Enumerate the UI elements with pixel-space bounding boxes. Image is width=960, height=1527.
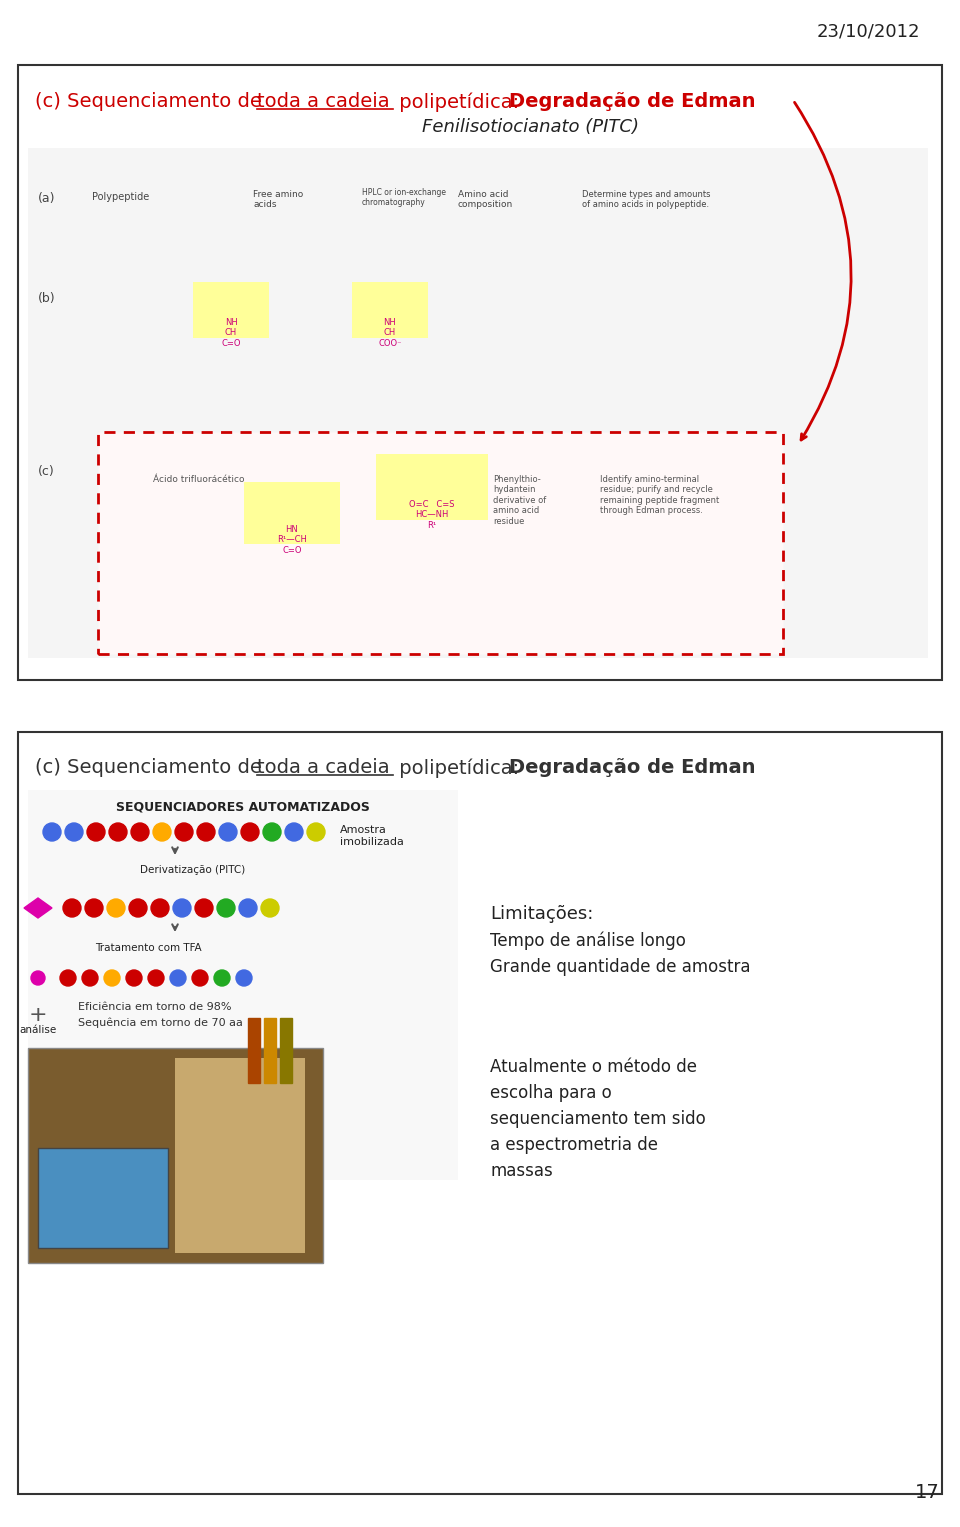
FancyBboxPatch shape [98,432,783,654]
Text: Fenilisotiocianato (PITC): Fenilisotiocianato (PITC) [421,118,638,136]
Circle shape [151,899,169,918]
Text: Ácido trifluorácético: Ácido trifluorácético [153,475,245,484]
Text: Grande quantidade de amostra: Grande quantidade de amostra [490,957,751,976]
Text: 23/10/2012: 23/10/2012 [817,21,920,40]
FancyBboxPatch shape [28,148,928,658]
Circle shape [285,823,303,841]
Circle shape [43,823,61,841]
Text: Eficiência em torno de 98%: Eficiência em torno de 98% [78,1002,231,1012]
FancyBboxPatch shape [28,789,458,1180]
Circle shape [60,970,76,986]
Circle shape [65,823,83,841]
Circle shape [131,823,149,841]
Text: SEQUENCIADORES AUTOMATIZADOS: SEQUENCIADORES AUTOMATIZADOS [116,800,370,812]
Circle shape [173,899,191,918]
Circle shape [109,823,127,841]
Text: escolha para o: escolha para o [490,1084,612,1102]
Circle shape [214,970,230,986]
Text: Limitações:: Limitações: [490,906,593,922]
Circle shape [197,823,215,841]
FancyBboxPatch shape [28,1048,323,1263]
Text: Polypeptide: Polypeptide [92,192,149,202]
Text: Free amino
acids: Free amino acids [253,189,303,209]
Circle shape [148,970,164,986]
Text: Amino acid
composition: Amino acid composition [458,189,514,209]
Text: polipetídica:: polipetídica: [393,92,525,111]
Circle shape [192,970,208,986]
Circle shape [85,899,103,918]
Text: 17: 17 [915,1483,940,1503]
Circle shape [153,823,171,841]
Text: Degradação de Edman: Degradação de Edman [509,757,756,777]
FancyBboxPatch shape [376,454,488,521]
Circle shape [261,899,279,918]
Bar [248,1019,260,1083]
FancyBboxPatch shape [38,1148,168,1248]
Text: HN
R¹—CH
C=O: HN R¹—CH C=O [277,525,307,554]
Text: Tempo de análise longo: Tempo de análise longo [490,931,685,950]
Circle shape [175,823,193,841]
Circle shape [239,899,257,918]
FancyBboxPatch shape [175,1058,305,1254]
Polygon shape [24,898,52,918]
Text: (c): (c) [38,466,55,478]
Text: sequenciamento tem sido: sequenciamento tem sido [490,1110,706,1128]
Bar [264,1019,276,1083]
Bar [280,1019,292,1083]
Text: polipetídica:: polipetídica: [393,757,525,777]
Text: Atualmente o método de: Atualmente o método de [490,1058,697,1077]
Text: toda a cadeia: toda a cadeia [257,92,390,111]
Text: a espectrometria de: a espectrometria de [490,1136,658,1154]
Text: Phenylthio-
hydantein
derivative of
amino acid
residue: Phenylthio- hydantein derivative of amin… [493,475,546,525]
Text: toda a cadeia: toda a cadeia [257,757,390,777]
Text: (a): (a) [38,192,56,205]
Circle shape [236,970,252,986]
Circle shape [63,899,81,918]
Circle shape [170,970,186,986]
Text: Derivatização (PITC): Derivatização (PITC) [140,864,245,875]
Circle shape [82,970,98,986]
Text: Amostra
imobilizada: Amostra imobilizada [340,825,404,846]
Circle shape [217,899,235,918]
Text: (b): (b) [38,292,56,305]
Text: NH
CH
C=O: NH CH C=O [221,318,241,348]
FancyBboxPatch shape [352,282,428,337]
Circle shape [219,823,237,841]
Text: Determine types and amounts
of amino acids in polypeptide.: Determine types and amounts of amino aci… [582,189,710,209]
Circle shape [263,823,281,841]
Circle shape [307,823,325,841]
Text: +: + [29,1005,47,1025]
Text: (c) Sequenciamento de: (c) Sequenciamento de [35,92,268,111]
FancyBboxPatch shape [18,66,942,680]
Circle shape [31,971,45,985]
Text: O=C   C=S
HC—NH
R¹: O=C C=S HC—NH R¹ [409,499,455,530]
Circle shape [87,823,105,841]
Circle shape [126,970,142,986]
Text: (c) Sequenciamento de: (c) Sequenciamento de [35,757,268,777]
Text: HPLC or ion-exchange
chromatography: HPLC or ion-exchange chromatography [362,188,446,208]
FancyBboxPatch shape [18,731,942,1493]
Text: Identify amino-terminal
residue; purify and recycle
remaining peptide fragment
t: Identify amino-terminal residue; purify … [600,475,719,515]
Text: Degradação de Edman: Degradação de Edman [509,92,756,111]
Text: NH
CH
COO⁻: NH CH COO⁻ [378,318,401,348]
Text: análise: análise [19,1025,57,1035]
Circle shape [241,823,259,841]
Text: Tratamento com TFA: Tratamento com TFA [95,944,202,953]
Circle shape [195,899,213,918]
FancyBboxPatch shape [193,282,269,337]
FancyBboxPatch shape [244,483,340,544]
Circle shape [104,970,120,986]
Text: Sequência em torno de 70 aa: Sequência em torno de 70 aa [78,1017,243,1028]
Text: massas: massas [490,1162,553,1180]
Circle shape [107,899,125,918]
Circle shape [129,899,147,918]
